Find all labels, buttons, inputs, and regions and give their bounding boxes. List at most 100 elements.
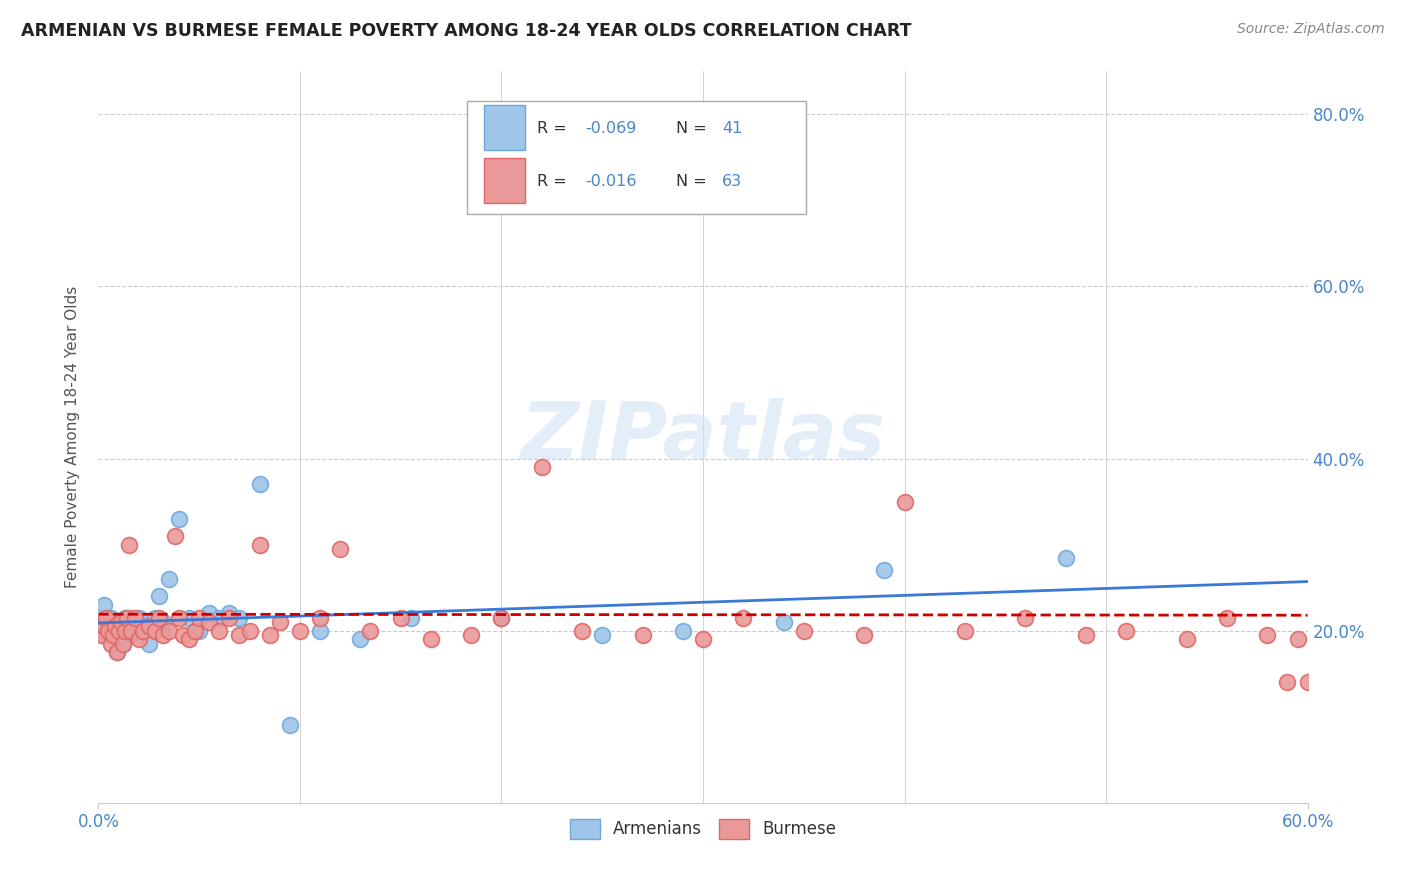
Point: [188, 611, 211, 625]
Point: [93, 598, 115, 612]
Point: [124, 611, 146, 625]
Point: [114, 624, 136, 638]
Text: -0.069: -0.069: [586, 121, 637, 136]
Point: [138, 637, 160, 651]
Text: R =: R =: [537, 174, 572, 188]
Point: [143, 624, 166, 638]
Point: [491, 611, 513, 625]
Point: [1115, 624, 1137, 638]
Text: -0.016: -0.016: [586, 174, 637, 188]
Point: [172, 628, 194, 642]
Point: [389, 611, 412, 625]
Point: [188, 624, 211, 638]
Point: [100, 637, 122, 651]
Point: [278, 718, 301, 732]
Point: [1216, 611, 1239, 625]
Point: [167, 512, 190, 526]
Point: [101, 628, 124, 642]
Point: [148, 589, 170, 603]
Y-axis label: Female Poverty Among 18-24 Year Olds: Female Poverty Among 18-24 Year Olds: [65, 286, 80, 588]
Point: [157, 572, 180, 586]
Point: [179, 632, 201, 647]
Point: [179, 611, 201, 625]
Point: [124, 624, 146, 638]
Point: [349, 632, 371, 647]
Point: [96, 615, 118, 629]
Point: [110, 615, 132, 629]
Point: [420, 632, 443, 647]
Point: [101, 628, 124, 642]
Point: [893, 494, 915, 508]
Point: [1286, 632, 1309, 647]
Text: N =: N =: [676, 121, 713, 136]
Text: 63: 63: [723, 174, 742, 188]
Point: [571, 624, 593, 638]
FancyBboxPatch shape: [484, 105, 526, 151]
Point: [118, 611, 141, 625]
Point: [143, 611, 166, 625]
Point: [132, 624, 155, 638]
Point: [591, 628, 613, 642]
Point: [249, 538, 271, 552]
Point: [460, 628, 482, 642]
Point: [329, 541, 352, 556]
Point: [612, 185, 634, 199]
Point: [105, 645, 128, 659]
Point: [107, 624, 129, 638]
FancyBboxPatch shape: [484, 158, 526, 203]
Point: [128, 611, 150, 625]
Point: [631, 628, 654, 642]
Point: [1014, 611, 1036, 625]
Point: [132, 619, 155, 633]
Point: [152, 615, 174, 629]
Text: R =: R =: [537, 121, 572, 136]
Point: [138, 619, 160, 633]
Point: [96, 611, 118, 625]
Point: [249, 477, 271, 491]
Point: [288, 624, 311, 638]
Point: [239, 624, 262, 638]
Point: [360, 624, 382, 638]
Text: N =: N =: [676, 174, 713, 188]
Point: [873, 564, 896, 578]
Point: [259, 628, 281, 642]
Text: ZIPatlas: ZIPatlas: [520, 398, 886, 476]
Point: [157, 624, 180, 638]
Text: Source: ZipAtlas.com: Source: ZipAtlas.com: [1237, 22, 1385, 37]
Point: [103, 619, 125, 633]
Point: [111, 637, 134, 651]
Point: [148, 611, 170, 625]
Point: [167, 611, 190, 625]
Point: [1054, 550, 1077, 565]
Point: [105, 645, 128, 659]
Point: [163, 529, 186, 543]
Point: [115, 624, 138, 638]
Point: [218, 611, 240, 625]
Point: [399, 611, 422, 625]
Point: [115, 611, 138, 625]
Legend: Armenians, Burmese: Armenians, Burmese: [564, 812, 842, 846]
Text: 41: 41: [723, 121, 742, 136]
Point: [208, 624, 231, 638]
Point: [1256, 628, 1278, 642]
Text: ARMENIAN VS BURMESE FEMALE POVERTY AMONG 18-24 YEAR OLDS CORRELATION CHART: ARMENIAN VS BURMESE FEMALE POVERTY AMONG…: [21, 22, 911, 40]
Point: [91, 628, 114, 642]
Point: [97, 624, 120, 638]
Point: [111, 637, 134, 651]
Point: [198, 615, 221, 629]
Point: [733, 611, 755, 625]
Point: [118, 538, 141, 552]
Point: [107, 624, 129, 638]
Point: [97, 624, 120, 638]
Point: [208, 611, 231, 625]
Point: [1296, 675, 1319, 690]
Point: [91, 628, 114, 642]
Point: [692, 632, 714, 647]
Point: [93, 619, 115, 633]
Point: [1074, 628, 1097, 642]
Point: [120, 624, 142, 638]
Point: [198, 607, 221, 621]
Point: [110, 615, 132, 629]
Point: [120, 628, 142, 642]
Point: [672, 624, 695, 638]
